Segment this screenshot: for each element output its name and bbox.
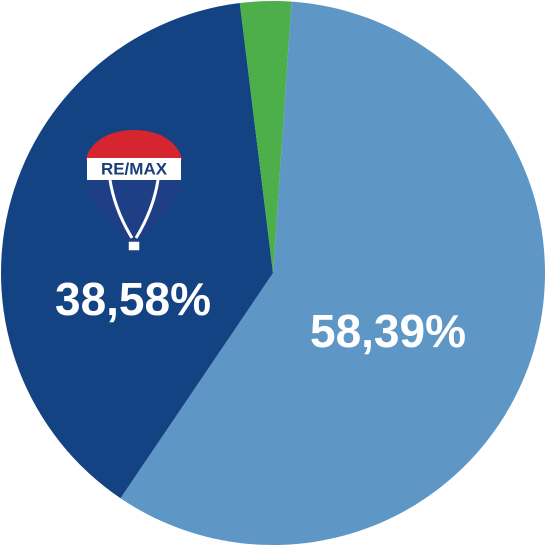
slice <box>120 1 546 545</box>
value-label: 38,58% <box>55 273 211 325</box>
logo-text: RE/MAX <box>101 159 168 178</box>
balloon-top <box>86 130 182 160</box>
balloon-basket <box>127 240 141 252</box>
balloon-band <box>87 158 181 180</box>
slice <box>239 0 292 273</box>
logo: RE/MAX <box>86 130 182 252</box>
value-label: 58,39% <box>310 305 466 357</box>
balloon-stripes <box>108 179 160 239</box>
